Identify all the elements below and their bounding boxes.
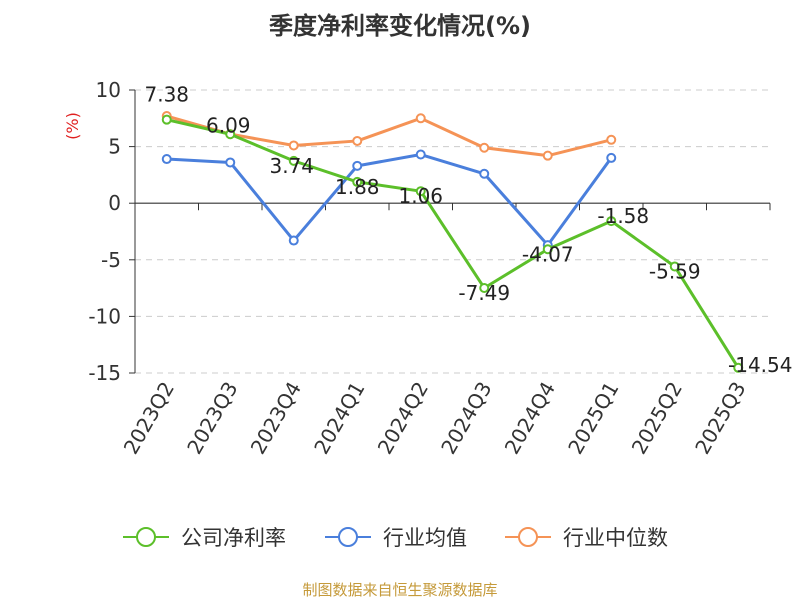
data-point[interactable]	[225, 157, 236, 168]
series-line	[166, 153, 613, 247]
data-label: -1.58	[597, 204, 649, 228]
y-tick-label: 5	[108, 135, 121, 159]
x-tick-label: 2024Q3	[436, 378, 496, 459]
x-tick-label: 2025Q1	[563, 378, 623, 459]
y-ticks: 10 5 0 -5 -10 -15	[88, 78, 136, 385]
data-point[interactable]	[161, 154, 172, 165]
data-point[interactable]	[288, 235, 299, 246]
data-label: 1.88	[335, 175, 380, 199]
data-point[interactable]	[415, 186, 426, 197]
series-group	[161, 111, 744, 373]
y-axis-label: (%)	[63, 112, 82, 140]
legend-item[interactable]: 行业中位数	[505, 526, 668, 550]
legend-item[interactable]: 行业均值	[325, 526, 467, 550]
chart-title: 季度净利率变化情况(%)	[269, 12, 531, 40]
data-label: 1.06	[398, 184, 443, 208]
series-line	[166, 118, 740, 369]
y-tick-label: -5	[101, 248, 121, 272]
legend-label: 公司净利率	[181, 526, 286, 550]
data-point[interactable]	[288, 155, 299, 166]
legend-label: 行业中位数	[563, 526, 668, 550]
x-tick-label: 2024Q1	[309, 378, 369, 459]
data-point[interactable]	[352, 160, 363, 171]
source-note: 制图数据来自恒生聚源数据库	[302, 581, 497, 599]
data-label: -4.07	[522, 242, 574, 266]
data-point[interactable]	[542, 244, 553, 255]
y-tick-label: 10	[96, 78, 121, 102]
y-tick-label: -10	[88, 304, 121, 328]
y-tick-label: 0	[108, 191, 121, 215]
data-point[interactable]	[415, 113, 426, 124]
x-tick-label: 2025Q2	[627, 378, 687, 459]
data-point[interactable]	[161, 114, 172, 125]
x-tick-label: 2023Q2	[119, 378, 179, 459]
data-point[interactable]	[479, 142, 490, 153]
x-tick-label: 2024Q4	[500, 378, 560, 459]
legend-marker	[518, 527, 538, 547]
data-point[interactable]	[669, 261, 680, 272]
data-label: -5.59	[649, 259, 701, 283]
x-tick-label: 2023Q4	[246, 378, 306, 459]
data-label: 7.38	[144, 83, 189, 107]
data-point[interactable]	[733, 362, 744, 373]
data-point[interactable]	[479, 282, 490, 293]
x-tick-label: 2024Q2	[373, 378, 433, 459]
data-point[interactable]	[352, 135, 363, 146]
data-point[interactable]	[288, 140, 299, 151]
data-label: 6.09	[206, 113, 251, 137]
legend-marker	[136, 527, 156, 547]
legend-label: 行业均值	[383, 526, 467, 550]
data-point[interactable]	[225, 129, 236, 140]
data-label: -14.54	[728, 353, 792, 377]
legend-marker	[338, 527, 358, 547]
series-line	[166, 114, 612, 158]
data-point[interactable]	[606, 216, 617, 227]
data-point[interactable]	[542, 150, 553, 161]
legend[interactable]: 公司净利率 行业均值 行业中位数	[123, 526, 668, 550]
data-point[interactable]	[352, 176, 363, 187]
data-point[interactable]	[415, 149, 426, 160]
data-labels: 7.38 6.09 3.74 1.88 1.06 -7.49 -4.07 -1.58 -5.59…	[144, 83, 792, 377]
data-label: 3.74	[269, 154, 314, 178]
data-label: -7.49	[458, 281, 510, 305]
legend-item[interactable]: 公司净利率	[123, 526, 286, 550]
y-tick-label: -15	[88, 361, 121, 385]
data-point[interactable]	[606, 134, 617, 145]
x-tick-label: 2023Q3	[182, 378, 242, 459]
data-point[interactable]	[479, 168, 490, 179]
data-point[interactable]	[606, 152, 617, 163]
x-tick-label: 2025Q3	[690, 378, 750, 459]
x-axis: 2023Q2 2023Q3 2023Q4 2024Q1 2024Q2 2024Q3 2024…	[119, 202, 771, 459]
